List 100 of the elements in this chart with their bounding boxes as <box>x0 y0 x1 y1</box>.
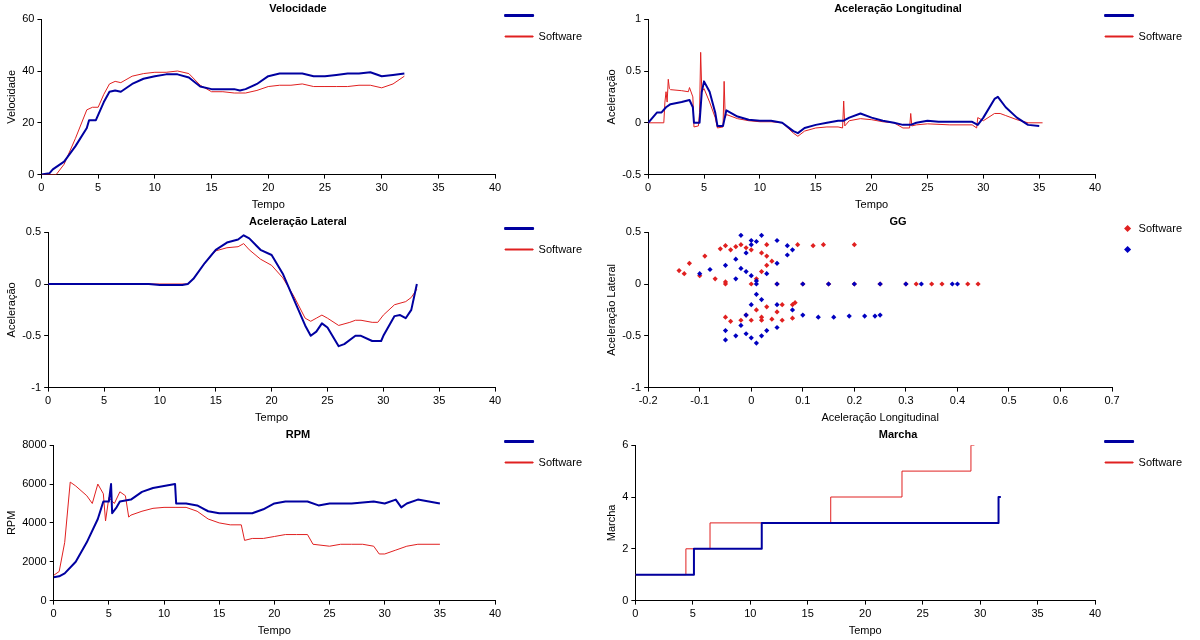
x-tick-label: 0.6 <box>1052 394 1069 407</box>
y-tick-label: 0 <box>35 277 42 290</box>
x-tick-label: 30 <box>974 607 987 620</box>
x-tick-label: 40 <box>488 607 502 620</box>
x-tick-label: 5 <box>689 607 696 620</box>
x-tick-label: 0.1 <box>795 394 811 407</box>
x-tick-label: 0.5 <box>1001 394 1017 407</box>
y-tick-label: 2000 <box>22 554 47 567</box>
y-tick-label: -0.5 <box>622 167 642 180</box>
x-tick-label: 20 <box>268 607 281 620</box>
y-tick-label: 0.5 <box>625 64 642 77</box>
y-axis-title: RPM <box>4 510 17 536</box>
x-axis-title: Aceleração Longitudinal <box>821 411 939 424</box>
y-tick-label: 1 <box>635 12 642 25</box>
chart-title: Velocidade <box>269 1 327 14</box>
legend-label: Software <box>538 242 583 255</box>
y-tick-label: 0 <box>635 115 642 128</box>
x-tick-label: 15 <box>209 394 222 407</box>
legend-label: Software <box>538 29 583 42</box>
chart-title: Aceleração Lateral <box>249 214 347 227</box>
x-tick-label: 30 <box>378 607 391 620</box>
x-tick-label: 10 <box>753 181 767 194</box>
x-tick-label: 25 <box>921 181 934 194</box>
y-tick-label: 6 <box>622 438 629 451</box>
x-tick-label: 0 <box>50 607 57 620</box>
x-tick-label: 15 <box>205 181 218 194</box>
x-tick-label: -0.1 <box>690 394 710 407</box>
x-tick-label: 30 <box>977 181 990 194</box>
legend-label: Software <box>1138 455 1183 468</box>
y-axis-title: Aceleração <box>604 69 617 125</box>
x-tick-label: 5 <box>700 181 708 194</box>
x-tick-label: 40 <box>488 394 502 407</box>
y-axis-title: Marcha <box>604 503 617 542</box>
x-tick-label: 30 <box>377 394 390 407</box>
legend-label: Software <box>1138 221 1183 234</box>
x-tick-label: 25 <box>318 181 332 194</box>
y-tick-label: 6000 <box>22 477 47 490</box>
chart-title: Aceleração Longitudinal <box>834 1 962 14</box>
chart-title: Marcha <box>878 427 919 440</box>
x-tick-label: 35 <box>432 181 445 194</box>
x-tick-label: 10 <box>157 607 171 620</box>
x-tick-label: 20 <box>265 394 278 407</box>
x-tick-label: 35 <box>1031 607 1044 620</box>
chart-title: GG <box>889 214 907 227</box>
x-tick-label: 25 <box>916 607 929 620</box>
x-tick-label: 40 <box>1088 181 1102 194</box>
x-tick-label: 25 <box>323 607 336 620</box>
x-tick-label: 40 <box>488 181 502 194</box>
x-tick-label: 0.2 <box>846 394 862 407</box>
x-tick-label: 15 <box>213 607 226 620</box>
y-tick-label: 8000 <box>22 438 47 451</box>
x-tick-label: 35 <box>1033 181 1046 194</box>
y-tick-label: -1 <box>631 380 642 393</box>
y-tick-label: 4000 <box>22 515 47 528</box>
y-tick-label: -1 <box>31 380 42 393</box>
x-tick-label: 10 <box>744 607 757 620</box>
x-tick-label: 5 <box>100 394 108 407</box>
y-tick-label: 20 <box>22 115 35 128</box>
x-tick-label: 15 <box>801 607 814 620</box>
x-tick-label: 0 <box>748 394 755 407</box>
x-tick-label: 10 <box>148 181 161 194</box>
x-tick-label: -0.2 <box>638 394 658 407</box>
x-tick-label: 15 <box>809 181 822 194</box>
y-tick-label: 4 <box>622 490 629 503</box>
y-tick-label: 0.5 <box>625 225 642 238</box>
x-axis-title: Tempo <box>855 198 889 211</box>
y-tick-label: 0 <box>40 593 47 606</box>
x-tick-label: 40 <box>1088 607 1102 620</box>
y-axis-title: Velocidade <box>4 69 17 124</box>
y-tick-label: 40 <box>22 64 35 77</box>
y-axis-title: Aceleração <box>4 282 17 338</box>
x-axis-title: Tempo <box>257 624 291 637</box>
y-tick-label: 0 <box>635 277 642 290</box>
y-tick-label: 2 <box>622 541 629 554</box>
x-tick-label: 20 <box>859 607 872 620</box>
legend-label: Software <box>538 455 583 468</box>
x-axis-title: Tempo <box>251 198 285 211</box>
x-tick-label: 0.7 <box>1104 394 1120 407</box>
x-tick-label: 0.4 <box>949 394 966 407</box>
y-axis-title: Aceleração Lateral <box>604 264 617 356</box>
x-tick-label: 35 <box>433 394 446 407</box>
y-tick-label: 0.5 <box>25 225 42 238</box>
x-axis-title: Tempo <box>255 411 289 424</box>
x-tick-label: 0 <box>645 181 652 194</box>
y-tick-label: 60 <box>22 12 35 25</box>
x-tick-label: 20 <box>865 181 878 194</box>
x-tick-label: 20 <box>262 181 275 194</box>
x-tick-label: 25 <box>321 394 334 407</box>
x-tick-label: 0.3 <box>898 394 914 407</box>
x-tick-label: 5 <box>105 607 112 620</box>
y-tick-label: -0.5 <box>622 328 642 341</box>
y-tick-label: -0.5 <box>22 328 42 341</box>
y-tick-label: 0 <box>622 593 629 606</box>
x-axis-title: Tempo <box>848 624 882 637</box>
x-tick-label: 5 <box>95 181 102 194</box>
x-tick-label: 30 <box>375 181 388 194</box>
chart-title: RPM <box>285 427 311 440</box>
x-tick-label: 10 <box>153 394 167 407</box>
y-tick-label: 0 <box>28 167 35 180</box>
legend-label: Software <box>1138 29 1183 42</box>
